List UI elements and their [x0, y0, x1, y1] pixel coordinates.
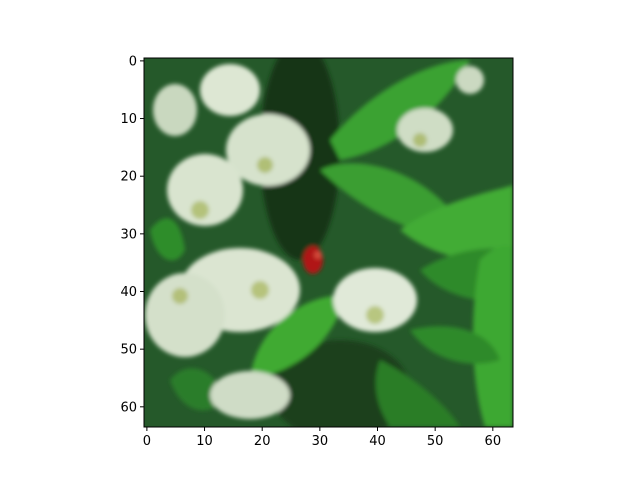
- flower-cluster: [226, 114, 310, 186]
- y-tick-label: 0: [129, 54, 137, 69]
- flower-cluster: [397, 108, 453, 152]
- berry-highlight: [314, 251, 322, 259]
- flower-cluster: [210, 371, 290, 419]
- x-tick-label: 20: [254, 434, 271, 449]
- x-axis: 0 10 20 30 40 50 60: [143, 427, 501, 449]
- y-tick-label: 10: [120, 112, 137, 127]
- leaf: [400, 185, 513, 262]
- y-tick-label: 20: [120, 170, 137, 185]
- flower-center: [413, 133, 427, 147]
- flower-center: [251, 281, 269, 299]
- y-tick-label: 30: [120, 227, 137, 242]
- flower-cluster: [333, 268, 417, 332]
- y-tick-label: 40: [120, 285, 137, 300]
- flower-center: [172, 288, 188, 304]
- y-axis: 0 10 20 30 40 50 60: [120, 54, 144, 415]
- leaf: [473, 245, 513, 427]
- flower-cluster: [200, 64, 260, 116]
- flower-cluster: [456, 66, 484, 94]
- x-tick-label: 50: [427, 434, 444, 449]
- y-tick-label: 50: [120, 343, 137, 358]
- shadow-region: [270, 340, 410, 427]
- leaf: [250, 295, 345, 380]
- flower-center: [191, 201, 209, 219]
- plot-frame: [143, 57, 514, 428]
- x-tick-label: 0: [143, 434, 151, 449]
- flower-center: [366, 306, 384, 324]
- flower-cluster: [153, 84, 197, 136]
- x-tick-label: 10: [196, 434, 213, 449]
- leaf: [375, 360, 460, 427]
- x-tick-label: 60: [485, 434, 502, 449]
- red-berry: [303, 246, 323, 274]
- y-tick-label: 60: [120, 400, 137, 415]
- flower-cluster: [167, 154, 243, 226]
- leaf: [330, 60, 470, 160]
- leaf: [150, 218, 185, 261]
- leaf: [410, 326, 500, 364]
- x-tick-label: 40: [369, 434, 386, 449]
- image-heatmap: [144, 58, 513, 427]
- flower-center: [257, 157, 273, 173]
- x-tick-label: 30: [312, 434, 329, 449]
- flower-cluster: [145, 273, 225, 357]
